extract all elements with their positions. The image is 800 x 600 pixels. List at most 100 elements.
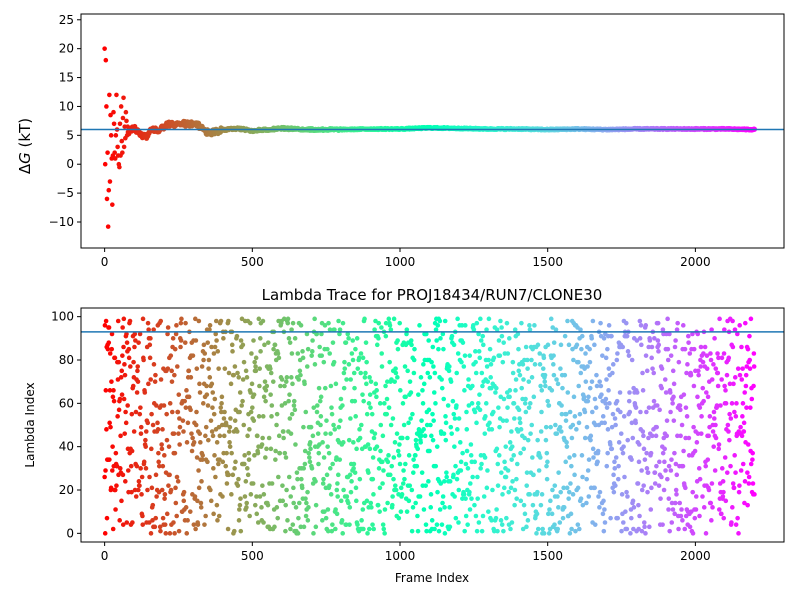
- lambda-point: [143, 437, 148, 443]
- lambda-point: [441, 431, 447, 436]
- lambda-point: [593, 422, 598, 428]
- lambda-point: [312, 316, 317, 322]
- lambda-point: [172, 372, 177, 378]
- lambda-point: [665, 476, 670, 482]
- lambda-point: [287, 416, 293, 421]
- lambda-point: [265, 502, 271, 508]
- lambda-point: [414, 463, 420, 469]
- lambda-point: [642, 457, 648, 462]
- lambda-point: [630, 435, 636, 441]
- lambda-point: [582, 409, 588, 415]
- delta-g-y-axis-label: ΔG (kT): [16, 118, 34, 174]
- lambda-point: [551, 372, 557, 378]
- lambda-point: [160, 515, 166, 521]
- lambda-point: [576, 359, 581, 365]
- lambda-point: [503, 444, 509, 449]
- lambda-point: [322, 385, 328, 391]
- lambda-point: [188, 375, 194, 380]
- lambda-point: [524, 483, 530, 488]
- lambda-point: [409, 487, 415, 493]
- lambda-point: [196, 318, 202, 324]
- lambda-point: [555, 381, 561, 387]
- delta-g-point: [120, 150, 125, 155]
- lambda-point: [736, 531, 741, 536]
- x-tick-label: 2000: [680, 549, 711, 563]
- lambda-point: [745, 442, 751, 447]
- lambda-point: [603, 355, 609, 361]
- lambda-point: [342, 366, 348, 371]
- lambda-point: [526, 379, 532, 384]
- lambda-point: [303, 409, 309, 415]
- lambda-point: [545, 398, 550, 404]
- lambda-point: [711, 362, 716, 367]
- lambda-point: [309, 466, 315, 471]
- lambda-point: [311, 531, 316, 536]
- lambda-point: [234, 429, 240, 434]
- lambda-point: [380, 481, 385, 486]
- lambda-point: [693, 507, 699, 512]
- lambda-point: [197, 431, 203, 436]
- lambda-point: [654, 463, 659, 469]
- lambda-point: [162, 492, 168, 497]
- lambda-point: [708, 357, 714, 363]
- lambda-point: [427, 375, 433, 380]
- lambda-point: [309, 353, 314, 358]
- lambda-point: [722, 455, 728, 460]
- lambda-point: [730, 318, 735, 324]
- lambda-point: [412, 346, 417, 352]
- lambda-point: [484, 485, 490, 491]
- lambda-point: [453, 515, 459, 521]
- lambda-point: [510, 479, 515, 484]
- lambda-point: [649, 485, 654, 491]
- lambda-point: [740, 401, 746, 406]
- lambda-point: [153, 372, 158, 378]
- lambda-point: [358, 351, 364, 356]
- lambda-point: [243, 479, 249, 484]
- lambda-point: [146, 381, 151, 387]
- lambda-point: [204, 392, 210, 397]
- lambda-point: [134, 463, 140, 469]
- lambda-point: [395, 375, 400, 380]
- lambda-point: [532, 362, 538, 367]
- lambda-point: [617, 390, 623, 395]
- y-tick-label: 0: [66, 526, 74, 540]
- lambda-point: [121, 316, 127, 322]
- lambda-point: [448, 424, 454, 430]
- lambda-point: [454, 370, 460, 376]
- lambda-point: [229, 342, 235, 348]
- lambda-point: [578, 327, 583, 332]
- lambda-point: [389, 377, 394, 382]
- lambda-point: [721, 515, 727, 521]
- lambda-point: [575, 522, 581, 527]
- lambda-point: [180, 418, 186, 423]
- lambda-point: [610, 362, 616, 367]
- lambda-point: [249, 351, 254, 356]
- lambda-point: [571, 394, 577, 400]
- lambda-point: [616, 463, 621, 469]
- lambda-point: [473, 349, 478, 354]
- lambda-point: [117, 466, 123, 471]
- lambda-point: [387, 323, 393, 328]
- lambda-point: [723, 498, 729, 504]
- lambda-point: [600, 511, 606, 517]
- lambda-point: [298, 524, 304, 530]
- lambda-point: [397, 461, 403, 467]
- lambda-point: [545, 511, 551, 517]
- lambda-point: [220, 494, 225, 499]
- lambda-point: [501, 485, 507, 491]
- lambda-point: [532, 323, 537, 328]
- lambda-point: [487, 420, 492, 426]
- lambda-point: [751, 351, 757, 356]
- lambda-point: [524, 524, 529, 530]
- lambda-point: [489, 427, 495, 432]
- lambda-point: [629, 420, 635, 426]
- lambda-point: [357, 435, 363, 441]
- lambda-point: [688, 509, 694, 514]
- lambda-point: [624, 489, 629, 495]
- lambda-point: [569, 526, 574, 532]
- lambda-point: [388, 422, 394, 428]
- lambda-point: [656, 342, 662, 348]
- lambda-point: [333, 381, 339, 387]
- lambda-point: [141, 459, 147, 465]
- lambda-point: [504, 418, 509, 423]
